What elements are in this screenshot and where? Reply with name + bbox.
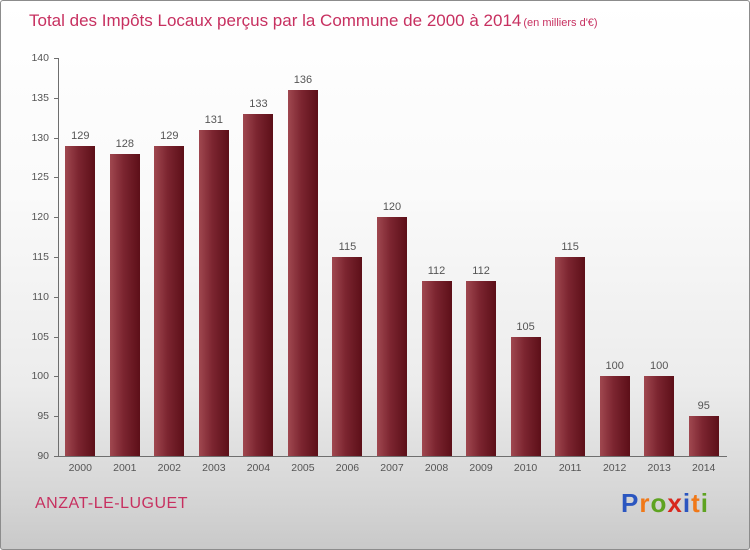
y-axis-line <box>58 58 59 457</box>
bar-2003 <box>198 129 229 456</box>
bar-value-label: 115 <box>561 241 579 253</box>
y-axis-tick-mark <box>54 296 58 298</box>
y-axis-tick-mark <box>54 177 58 179</box>
bar-2000 <box>65 145 96 456</box>
bar-2005 <box>287 89 318 456</box>
bar-value-label: 112 <box>427 264 446 277</box>
x-axis-label: 2014 <box>692 462 716 474</box>
y-axis-tick-label: 110 <box>32 290 49 303</box>
bar-2001 <box>109 153 140 456</box>
bar-2012 <box>599 376 630 456</box>
bar-2013 <box>644 376 675 456</box>
bar-value-label: 136 <box>293 73 313 86</box>
chart-title-unit: (en milliers d'€) <box>523 17 598 29</box>
y-axis-tick-mark <box>54 416 58 418</box>
x-axis-label: 2007 <box>380 462 404 474</box>
x-axis-label: 2012 <box>602 462 627 474</box>
bar-value-label: 112 <box>472 264 490 277</box>
bar-2014 <box>688 416 719 456</box>
bar-value-label: 128 <box>115 137 134 150</box>
bar-value-label: 129 <box>160 129 179 142</box>
bar-value-label: 120 <box>382 201 402 214</box>
plot-area: 90 95 100 105 110 115 120 125 130 135 140 129 2000 12… <box>1 41 749 481</box>
y-axis-tick-label: 120 <box>31 211 49 224</box>
bar-value-label: 115 <box>338 241 357 253</box>
bar-2010 <box>510 336 541 456</box>
logo-letter: r <box>639 488 651 518</box>
y-axis-tick-mark <box>54 58 58 59</box>
chart-title: Total des Impôts Locaux perçus par la Co… <box>29 11 522 30</box>
y-axis-tick-mark <box>54 336 58 338</box>
bar-value-label: 133 <box>249 97 268 110</box>
y-axis-tick-label: 105 <box>31 330 49 343</box>
logo-letter: P <box>621 488 640 518</box>
x-axis-label: 2002 <box>157 462 181 474</box>
bar-value-label: 100 <box>650 360 669 373</box>
x-axis-label: 2004 <box>246 462 271 474</box>
bar-value-label: 105 <box>516 320 535 333</box>
x-axis-label: 2006 <box>335 462 360 474</box>
x-axis-label: 2003 <box>202 462 226 474</box>
x-axis-label: 2000 <box>68 462 92 474</box>
x-axis-label: 2005 <box>291 462 315 474</box>
y-axis-tick-mark <box>54 217 58 219</box>
bar-2006 <box>332 257 363 456</box>
x-axis-line <box>58 456 727 457</box>
logo-letter: i <box>682 488 692 518</box>
y-axis-tick-label: 135 <box>31 91 49 104</box>
x-axis-label: 2009 <box>469 462 493 474</box>
x-axis-label: 2013 <box>647 462 671 474</box>
chart-header: Total des Impôts Locaux perçus par la Co… <box>29 11 739 31</box>
bar-2002 <box>154 145 185 456</box>
bar-2008 <box>421 280 452 456</box>
proxiti-logo[interactable]: Proxiti <box>621 488 709 519</box>
y-axis-tick-mark <box>54 97 58 99</box>
x-axis-label: 2011 <box>558 462 582 474</box>
y-axis-tick-label: 140 <box>31 52 49 64</box>
x-axis-label: 2008 <box>424 462 449 474</box>
bar-value-label: 129 <box>71 129 90 142</box>
y-axis-tick-label: 115 <box>32 251 49 263</box>
logo-letter: x <box>667 488 683 518</box>
y-axis-tick-mark <box>54 456 58 457</box>
y-axis-tick-label: 90 <box>37 450 49 462</box>
y-axis-tick-label: 95 <box>37 410 49 423</box>
y-axis-tick-mark <box>54 257 58 258</box>
bar-value-label: 100 <box>605 360 624 373</box>
y-axis-tick-mark <box>54 376 58 378</box>
commune-name: ANZAT-LE-LUGUET <box>35 495 188 512</box>
logo-letter: t <box>691 488 701 518</box>
bar-2009 <box>466 280 497 456</box>
y-axis-tick-mark <box>54 137 58 139</box>
bar-value-label: 131 <box>204 113 224 126</box>
bar-2007 <box>377 217 407 456</box>
bar-value-label: 95 <box>697 400 710 413</box>
logo-letter: i <box>700 488 709 518</box>
y-axis-tick-label: 100 <box>31 370 49 383</box>
bar-2011 <box>555 257 586 456</box>
y-axis-tick-label: 130 <box>31 131 49 144</box>
bar-2004 <box>243 113 274 456</box>
logo-letter: o <box>650 488 668 518</box>
x-axis-label: 2010 <box>513 462 538 474</box>
y-axis-tick-label: 125 <box>31 171 49 184</box>
x-axis-label: 2001 <box>113 462 137 474</box>
